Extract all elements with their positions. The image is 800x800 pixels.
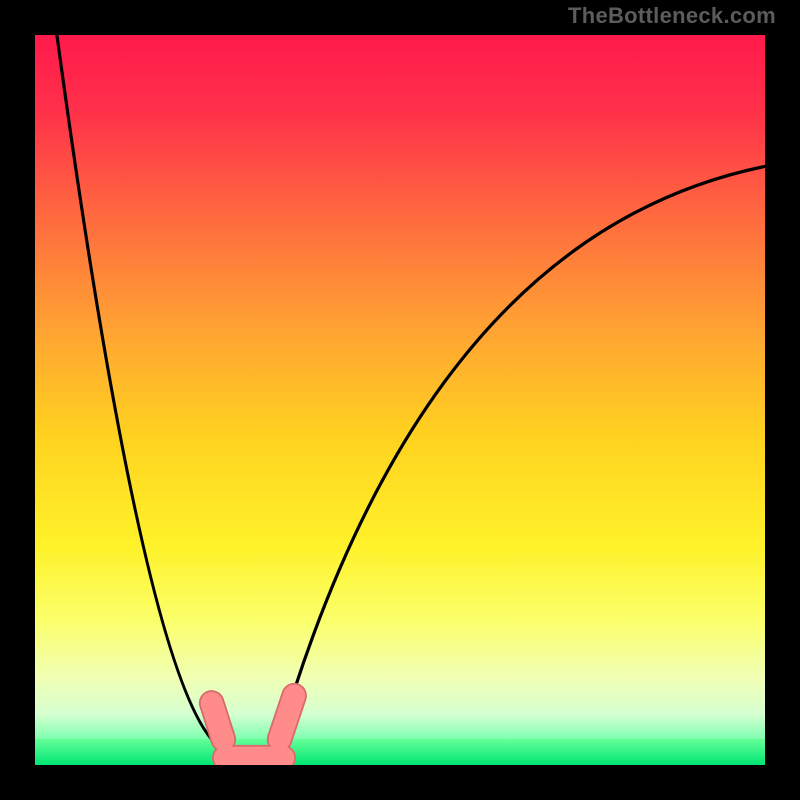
stage: TheBottleneck.com <box>0 0 800 800</box>
marker-left-branch <box>212 703 224 740</box>
bottleneck-curve <box>57 35 765 750</box>
highlight-markers <box>212 696 294 758</box>
watermark-text: TheBottleneck.com <box>568 3 776 29</box>
marker-right-branch <box>280 696 295 740</box>
bottleneck-curve-layer <box>35 35 765 765</box>
plot-area <box>35 35 765 765</box>
